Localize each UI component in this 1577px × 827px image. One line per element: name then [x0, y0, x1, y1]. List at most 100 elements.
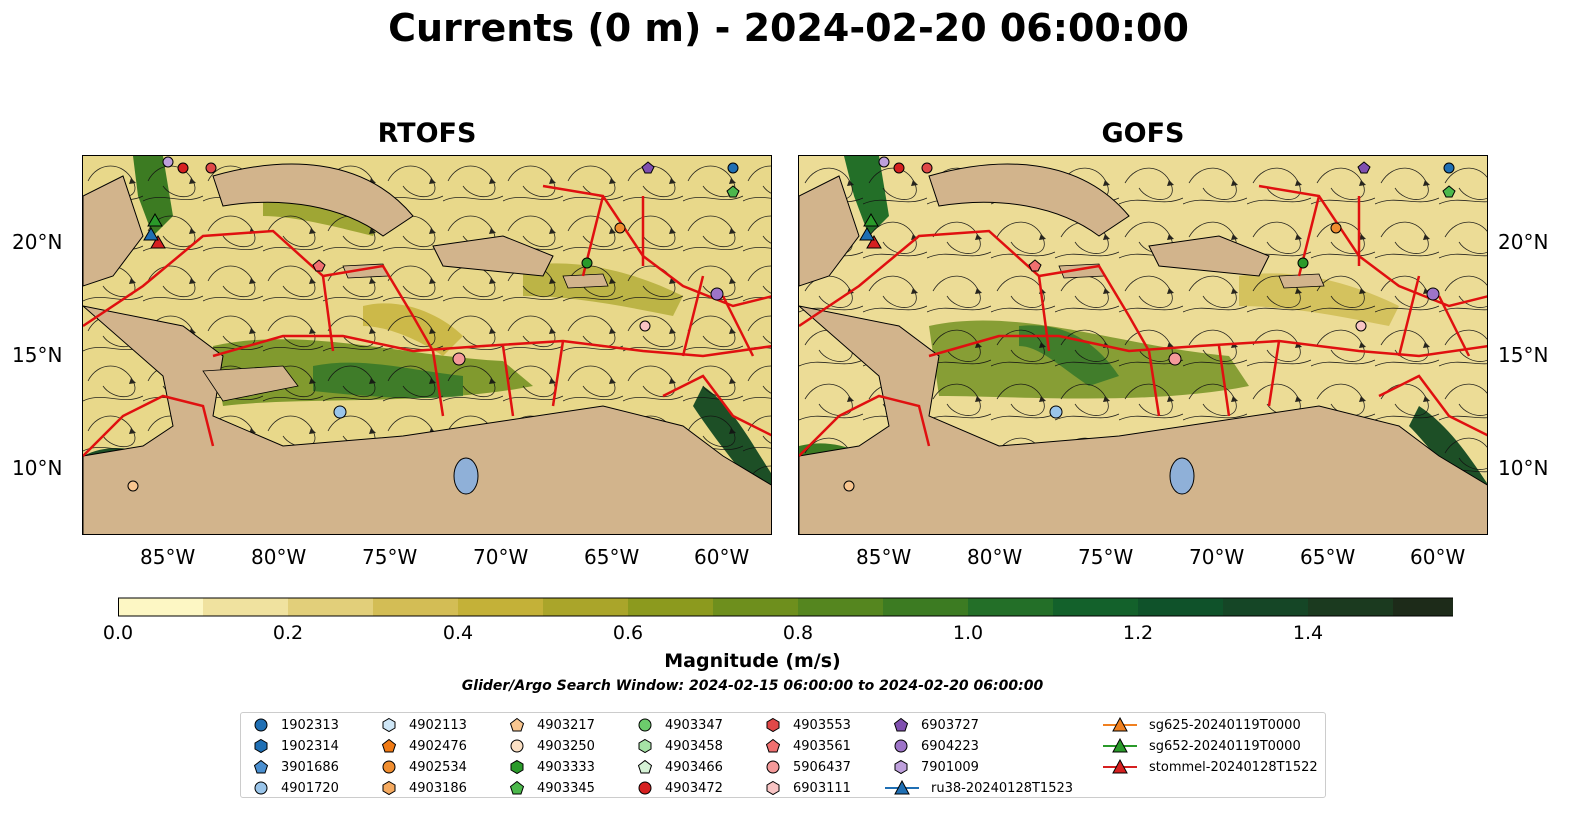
legend-item: 1902313: [253, 715, 339, 735]
panel-title-rtofs: RTOFS: [377, 118, 477, 149]
legend-item: 4903345: [509, 778, 595, 798]
legend-item: 4902534: [381, 757, 467, 777]
colorbar-segment: [373, 598, 459, 616]
legend-marker-icon: [894, 759, 908, 775]
colorbar-tick-label: 1.2: [1122, 622, 1154, 644]
lat-tick-left-15n: 15°N: [12, 343, 63, 367]
colorbar-segment: [1308, 598, 1394, 616]
legend-item-label: 7901009: [921, 759, 979, 775]
legend-marker-icon: [885, 780, 919, 795]
legend-item: 6904223: [893, 736, 979, 756]
legend-marker-icon: [381, 738, 397, 753]
colorbar-tick-label: 0.0: [102, 622, 134, 644]
legend-item: sg652-20240119T0000: [1103, 736, 1301, 756]
colorbar-tick-label: 0.2: [272, 622, 304, 644]
legend-marker-icon: [509, 717, 525, 732]
legend-marker-icon: [1103, 759, 1137, 774]
legend-marker-icon: [253, 759, 269, 774]
colorbar-segment: [1053, 598, 1139, 616]
legend-marker-icon: [382, 717, 396, 733]
colorbar-segment: [883, 598, 969, 616]
colorbar-segment: [713, 598, 799, 616]
lon-tick-label: 65°W: [1300, 545, 1356, 569]
legend-item: 4903466: [637, 757, 723, 777]
legend-marker-icon: [766, 780, 780, 796]
legend-marker-icon: [382, 760, 396, 774]
legend-item-label: 5906437: [793, 759, 851, 775]
colorbar-segment: [118, 598, 204, 616]
colorbar-tick-label: 0.6: [612, 622, 644, 644]
legend-item: 4901720: [253, 778, 339, 798]
panel-title-gofs: GOFS: [1101, 118, 1185, 149]
legend-marker-icon: [254, 781, 268, 795]
lon-tick-label: 65°W: [584, 545, 640, 569]
colorbar-label: Magnitude (m/s): [664, 650, 841, 672]
legend-item: sg625-20240119T0000: [1103, 715, 1301, 735]
lon-tick-label: 75°W: [362, 545, 418, 569]
legend-marker-icon: [510, 759, 524, 775]
legend-item: 4903250: [509, 736, 595, 756]
search-window-text: Glider/Argo Search Window: 2024-02-15 06…: [461, 678, 1044, 694]
legend-marker-icon: [1103, 717, 1137, 732]
lon-tick-label: 85°W: [856, 545, 912, 569]
legend-item: 3901686: [253, 757, 339, 777]
legend-marker-icon: [254, 738, 268, 754]
legend-item-label: 1902314: [281, 738, 339, 754]
legend-marker-icon: [893, 717, 909, 732]
lat-tick-left-10n: 10°N: [12, 456, 63, 480]
legend-item: 6903111: [765, 778, 851, 798]
lon-tick-label: 80°W: [967, 545, 1023, 569]
legend-item: 4902113: [381, 715, 467, 735]
legend-marker-icon: [1103, 738, 1137, 753]
map-panel-rtofs: [82, 155, 772, 535]
legend-item-label: 6903727: [921, 717, 979, 733]
legend-item-label: sg652-20240119T0000: [1149, 738, 1301, 754]
lon-tick-label: 60°W: [694, 545, 750, 569]
legend-item-label: stommel-20240128T1522: [1149, 759, 1318, 775]
lon-tick-label: 80°W: [251, 545, 307, 569]
legend-item-label: 3901686: [281, 759, 339, 775]
lat-tick-right-15n: 15°N: [1498, 343, 1549, 367]
legend-item-label: 4902476: [409, 738, 467, 754]
map-rtofs-graphic: [83, 156, 771, 534]
colorbar-segment: [1223, 598, 1309, 616]
legend-item-label: 4903347: [665, 717, 723, 733]
legend-item: 6903727: [893, 715, 979, 735]
colorbar-tick-label: 1.4: [1292, 622, 1324, 644]
colorbar-segment: [543, 598, 629, 616]
legend-item-label: 4903466: [665, 759, 723, 775]
legend-item: 4903186: [381, 778, 467, 798]
map-panel-gofs: [798, 155, 1488, 535]
legend-item: 1902314: [253, 736, 339, 756]
legend-item-label: ru38-20240128T1523: [931, 780, 1074, 796]
legend-item-label: 1902313: [281, 717, 339, 733]
legend-item-label: 4903333: [537, 759, 595, 775]
legend-marker-icon: [254, 718, 268, 732]
lon-tick-label: 85°W: [140, 545, 196, 569]
lon-tick-label: 70°W: [473, 545, 529, 569]
lon-tick-label: 70°W: [1189, 545, 1245, 569]
legend-item-label: 4903186: [409, 780, 467, 796]
lat-tick-left-20n: 20°N: [12, 230, 63, 254]
legend-item-label: 4903472: [665, 780, 723, 796]
figure-title: Currents (0 m) - 2024-02-20 06:00:00: [388, 6, 1189, 50]
legend-marker-icon: [894, 739, 908, 753]
legend-item-label: 4903345: [537, 780, 595, 796]
legend-marker-icon: [638, 738, 652, 754]
legend-marker-icon: [766, 760, 780, 774]
map-gofs-graphic: [799, 156, 1487, 534]
colorbar-segment: [458, 598, 544, 616]
legend-marker-icon: [637, 759, 653, 774]
legend-marker-icon: [638, 718, 652, 732]
legend-marker-icon: [509, 780, 525, 795]
legend-item: 7901009: [893, 757, 979, 777]
legend-item-label: 4903458: [665, 738, 723, 754]
legend-item-label: 4902113: [409, 717, 467, 733]
legend-item: 4903553: [765, 715, 851, 735]
legend-marker-icon: [638, 781, 652, 795]
colorbar-tick-label: 1.0: [952, 622, 984, 644]
legend-item: ru38-20240128T1523: [885, 778, 1073, 798]
legend-item-label: 4903217: [537, 717, 595, 733]
colorbar-segment: [203, 598, 289, 616]
legend-item-label: 4903561: [793, 738, 851, 754]
